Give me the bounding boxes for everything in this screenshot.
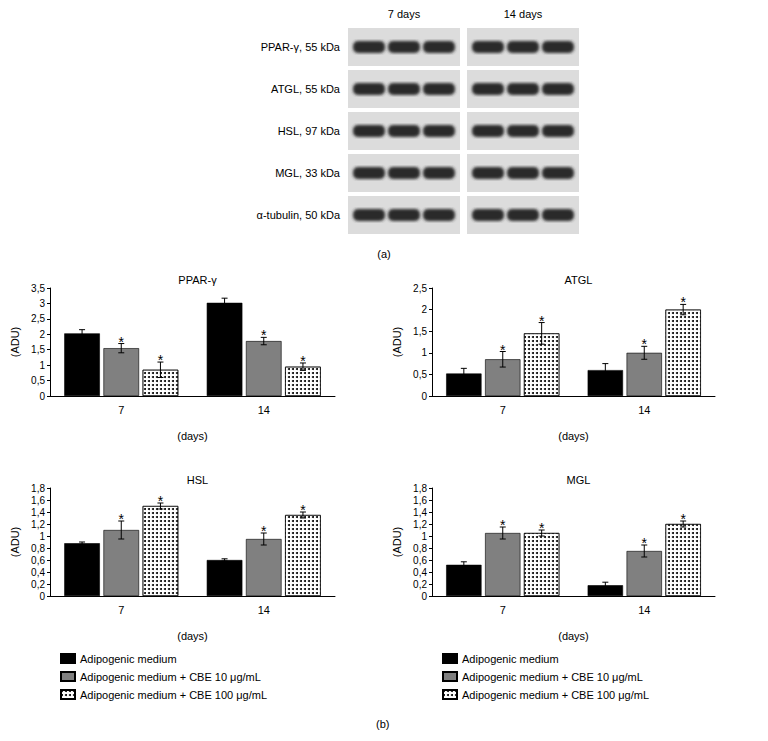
svg-text:ATGL: ATGL	[565, 274, 593, 286]
svg-text:(days): (days)	[558, 430, 589, 442]
svg-text:0: 0	[421, 591, 427, 602]
svg-text:2: 2	[39, 329, 45, 340]
svg-text:*: *	[300, 353, 306, 369]
svg-text:1,2: 1,2	[413, 519, 427, 530]
svg-text:*: *	[261, 523, 267, 539]
svg-text:(ADU): (ADU)	[9, 527, 21, 558]
svg-text:ATGL, 55 kDa: ATGL, 55 kDa	[271, 83, 341, 95]
svg-text:(a): (a)	[377, 248, 390, 260]
svg-text:3: 3	[39, 298, 45, 309]
svg-text:0,5: 0,5	[31, 375, 45, 386]
svg-text:Adipogenic medium + CBE 100 μg: Adipogenic medium + CBE 100 μg/mL	[80, 689, 267, 701]
svg-text:1: 1	[421, 347, 427, 358]
svg-text:Adipogenic medium + CBE 10 μg/: Adipogenic medium + CBE 10 μg/mL	[462, 671, 643, 683]
svg-text:Adipogenic medium + CBE 100 μg: Adipogenic medium + CBE 100 μg/mL	[462, 689, 649, 701]
svg-text:2,5: 2,5	[413, 283, 427, 294]
svg-text:(days): (days)	[177, 430, 208, 442]
svg-text:1,5: 1,5	[413, 326, 427, 337]
svg-text:*: *	[300, 502, 306, 518]
svg-text:MGL, 33 kDa: MGL, 33 kDa	[275, 167, 341, 179]
svg-text:7: 7	[500, 604, 506, 616]
svg-text:*: *	[680, 294, 686, 310]
svg-text:*: *	[642, 535, 648, 551]
svg-text:*: *	[158, 352, 164, 368]
svg-text:0,4: 0,4	[31, 567, 45, 578]
svg-text:0: 0	[39, 591, 45, 602]
svg-text:1,8: 1,8	[413, 483, 427, 494]
svg-text:14: 14	[638, 404, 650, 416]
svg-text:3,5: 3,5	[31, 283, 45, 294]
svg-text:1: 1	[39, 360, 45, 371]
svg-text:2: 2	[421, 304, 427, 315]
svg-text:1,6: 1,6	[413, 495, 427, 506]
svg-text:1,4: 1,4	[31, 507, 45, 518]
svg-text:(ADU): (ADU)	[9, 327, 21, 358]
svg-text:14: 14	[258, 604, 270, 616]
svg-text:α-tubulin, 50 kDa: α-tubulin, 50 kDa	[257, 209, 341, 221]
svg-text:*: *	[158, 493, 164, 509]
svg-text:7: 7	[500, 404, 506, 416]
svg-text:*: *	[680, 511, 686, 527]
svg-text:14: 14	[638, 604, 650, 616]
svg-text:0: 0	[39, 391, 45, 402]
svg-text:7 days: 7 days	[388, 8, 421, 20]
svg-text:0,2: 0,2	[413, 579, 427, 590]
svg-text:7: 7	[118, 604, 124, 616]
svg-text:Adipogenic medium: Adipogenic medium	[462, 653, 559, 665]
svg-text:0,8: 0,8	[413, 543, 427, 554]
svg-text:(ADU): (ADU)	[391, 527, 403, 558]
svg-text:1: 1	[421, 531, 427, 542]
svg-text:*: *	[119, 511, 125, 527]
svg-text:*: *	[539, 313, 545, 329]
svg-text:PPAR-γ, 55 kDa: PPAR-γ, 55 kDa	[261, 41, 341, 53]
svg-text:1,4: 1,4	[413, 507, 427, 518]
svg-text:1,8: 1,8	[31, 483, 45, 494]
svg-text:0,6: 0,6	[31, 555, 45, 566]
svg-text:0,6: 0,6	[413, 555, 427, 566]
svg-text:0,5: 0,5	[413, 369, 427, 380]
svg-text:1,6: 1,6	[31, 495, 45, 506]
svg-text:*: *	[261, 327, 267, 343]
svg-text:0,8: 0,8	[31, 543, 45, 554]
svg-text:(days): (days)	[558, 630, 589, 642]
svg-text:1: 1	[39, 531, 45, 542]
svg-text:1,2: 1,2	[31, 519, 45, 530]
svg-text:0,2: 0,2	[31, 579, 45, 590]
svg-text:HSL: HSL	[187, 474, 208, 486]
svg-text:*: *	[119, 334, 125, 350]
svg-text:14 days: 14 days	[504, 8, 543, 20]
svg-text:(days): (days)	[177, 630, 208, 642]
svg-text:Adipogenic medium: Adipogenic medium	[80, 653, 177, 665]
svg-text:2,5: 2,5	[31, 313, 45, 324]
svg-text:14: 14	[258, 404, 270, 416]
svg-text:*: *	[500, 517, 506, 533]
svg-text:7: 7	[118, 404, 124, 416]
svg-text:Adipogenic medium + CBE 10 μg/: Adipogenic medium + CBE 10 μg/mL	[80, 671, 261, 683]
svg-text:MGL: MGL	[567, 474, 591, 486]
svg-text:(b): (b)	[376, 718, 389, 730]
svg-text:*: *	[539, 520, 545, 536]
svg-text:*: *	[642, 336, 648, 352]
svg-text:*: *	[500, 342, 506, 358]
svg-text:0,4: 0,4	[413, 567, 427, 578]
svg-text:HSL, 97 kDa: HSL, 97 kDa	[278, 125, 341, 137]
svg-text:1,5: 1,5	[31, 344, 45, 355]
svg-text:PPAR-γ: PPAR-γ	[178, 274, 217, 286]
svg-text:0: 0	[421, 391, 427, 402]
svg-text:(ADU): (ADU)	[391, 327, 403, 358]
